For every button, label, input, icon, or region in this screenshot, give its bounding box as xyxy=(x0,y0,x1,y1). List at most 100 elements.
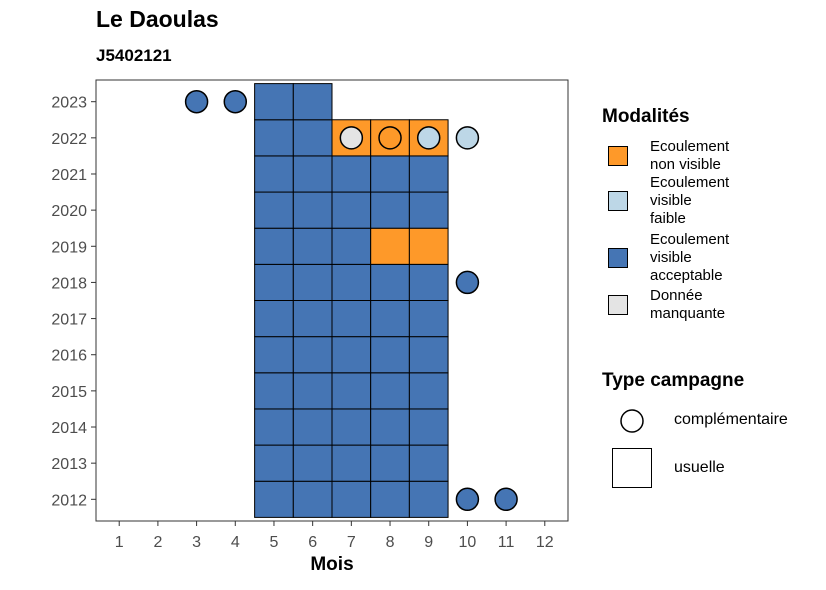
heatmap-cell xyxy=(254,300,294,338)
heatmap-cell xyxy=(408,372,449,410)
heatmap-cell xyxy=(292,336,333,374)
y-tick-label: 2016 xyxy=(51,348,87,365)
heatmap-cell xyxy=(331,336,372,374)
heatmap-cell xyxy=(370,444,410,482)
heatmap-cell xyxy=(292,444,333,482)
campaign-point xyxy=(455,487,480,512)
x-tick-label: 8 xyxy=(386,534,395,551)
legend-key-faible xyxy=(608,191,628,211)
heatmap-cell xyxy=(292,480,333,518)
heatmap-cell xyxy=(254,119,294,157)
legend-label-non-visible: Ecoulement non visible xyxy=(650,138,730,173)
heatmap-cell xyxy=(408,263,449,301)
heatmap-cell xyxy=(408,300,449,338)
campaign-point xyxy=(416,126,441,150)
heatmap-cell xyxy=(292,119,333,157)
heatmap-cell xyxy=(254,155,294,193)
heatmap-cell xyxy=(370,191,410,229)
heatmap-cell xyxy=(331,263,372,301)
legend-label-complementaire: complémentaire xyxy=(674,411,788,428)
campaign-point xyxy=(184,89,209,114)
heatmap-cell xyxy=(370,372,410,410)
legend-circle-icon xyxy=(620,409,644,433)
heatmap-cell xyxy=(331,191,372,229)
y-tick-label: 2012 xyxy=(51,492,87,509)
heatmap-cell xyxy=(292,300,333,338)
y-tick-label: 2018 xyxy=(51,275,87,292)
x-tick-label: 2 xyxy=(153,534,162,551)
heatmap-cell xyxy=(408,227,449,265)
heatmap-cell xyxy=(254,227,294,265)
heatmap-cell xyxy=(331,480,372,518)
x-tick-label: 1 xyxy=(115,534,124,551)
x-tick-label: 4 xyxy=(231,534,240,551)
heatmap-cell xyxy=(370,300,410,338)
heatmap-cell xyxy=(370,155,410,193)
heatmap-cell xyxy=(370,227,410,265)
campaign-point xyxy=(223,89,248,114)
campaign-point xyxy=(455,126,480,150)
heatmap-cell xyxy=(292,408,333,446)
heatmap-cell xyxy=(408,155,449,193)
heatmap-cell xyxy=(292,191,333,229)
heatmap-cell xyxy=(331,444,372,482)
heatmap-cell xyxy=(254,83,294,121)
legend-key-non-visible xyxy=(608,146,628,166)
legend-key-manquante xyxy=(608,295,628,315)
campaign-point xyxy=(494,487,518,512)
legend-label-acceptable: Ecoulement visible acceptable xyxy=(650,231,730,284)
heatmap-cell xyxy=(254,372,294,410)
y-tick-label: 2020 xyxy=(51,203,87,220)
x-tick-label: 7 xyxy=(347,534,356,551)
heatmap-cell xyxy=(370,336,410,374)
campaign-point xyxy=(339,126,364,150)
y-tick-label: 2023 xyxy=(51,95,87,112)
legend-modalites-title: Modalités xyxy=(602,106,690,127)
heatmap-cell xyxy=(254,480,294,518)
campaign-point xyxy=(378,126,402,150)
heatmap-cell xyxy=(254,408,294,446)
y-tick-label: 2017 xyxy=(51,312,87,329)
y-tick-label: 2013 xyxy=(51,456,87,473)
x-tick-label: 9 xyxy=(424,534,433,551)
heatmap-cell xyxy=(292,227,333,265)
heatmap-cell xyxy=(408,336,449,374)
heatmap-cell xyxy=(370,263,410,301)
heatmap-cell xyxy=(254,444,294,482)
y-tick-label: 2019 xyxy=(51,239,87,256)
legend-campagne-title: Type campagne xyxy=(602,370,745,391)
heatmap-cell xyxy=(408,408,449,446)
y-tick-label: 2021 xyxy=(51,167,87,184)
x-tick-label: 11 xyxy=(498,534,515,551)
legend-label-usuelle: usuelle xyxy=(674,459,725,476)
heatmap-cell xyxy=(331,227,372,265)
heatmap-cell xyxy=(292,372,333,410)
chart-title: Le Daoulas xyxy=(96,6,219,32)
x-tick-label: 6 xyxy=(308,534,317,551)
x-tick-label: 5 xyxy=(270,534,279,551)
heatmap-cell xyxy=(370,408,410,446)
heatmap-cell xyxy=(292,83,333,121)
heatmap-cell xyxy=(408,444,449,482)
heatmap-cell xyxy=(254,336,294,374)
campaign-point xyxy=(455,270,480,295)
heatmap-cell xyxy=(254,191,294,229)
heatmap-cell xyxy=(331,372,372,410)
y-tick-label: 2015 xyxy=(51,384,87,401)
legend-square-icon xyxy=(612,448,652,488)
x-axis-label: Mois xyxy=(310,554,354,575)
heatmap-cell xyxy=(408,480,449,518)
heatmap-cell xyxy=(408,191,449,229)
y-tick-label: 2022 xyxy=(51,131,87,148)
y-tick-label: 2014 xyxy=(51,420,87,437)
legend-label-manquante: Donnée manquante xyxy=(650,287,726,322)
x-tick-label: 12 xyxy=(536,534,554,551)
heatmap-cell xyxy=(370,480,410,518)
x-tick-label: 3 xyxy=(192,534,201,551)
legend-label-faible: Ecoulement visible faible xyxy=(650,174,730,227)
x-tick-label: 10 xyxy=(459,534,477,551)
heatmap-cell xyxy=(331,408,372,446)
heatmap-cell xyxy=(254,263,294,301)
legend-key-acceptable xyxy=(608,248,628,268)
